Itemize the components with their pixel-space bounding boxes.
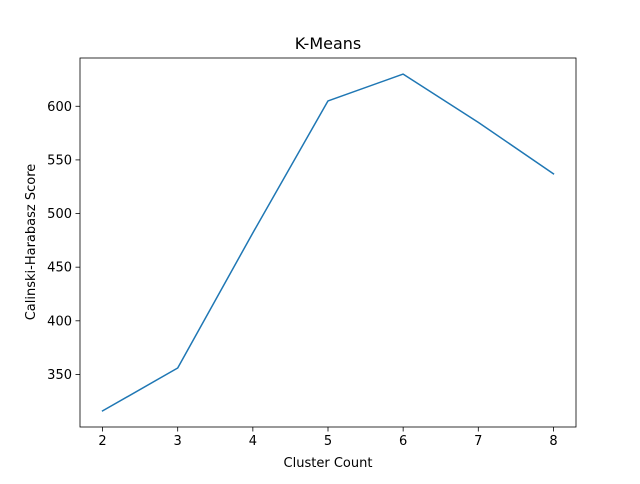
chart-title: K-Means — [295, 34, 362, 53]
x-tick-label: 2 — [98, 434, 106, 449]
plot-area: 2 3 4 5 6 7 8 350 400 450 500 550 600 — [47, 57, 577, 449]
axes-frame — [79, 57, 577, 428]
y-tick-label: 500 — [47, 207, 72, 222]
x-tick-label: 6 — [399, 434, 407, 449]
y-tick-label: 550 — [47, 153, 72, 168]
x-tick-label: 8 — [549, 434, 557, 449]
x-tick-label: 4 — [249, 434, 257, 449]
y-axis-label: Calinski-Harabasz Score — [24, 164, 39, 321]
y-tick-label: 450 — [47, 261, 72, 276]
x-tick-label: 5 — [324, 434, 332, 449]
y-tick-label: 350 — [47, 368, 72, 383]
y-tick-label: 400 — [47, 314, 72, 329]
y-tick-label: 600 — [47, 100, 72, 115]
x-tick-label: 7 — [474, 434, 482, 449]
x-axis-label: Cluster Count — [284, 456, 373, 471]
x-tick-label: 3 — [174, 434, 182, 449]
series-line — [101, 73, 555, 412]
